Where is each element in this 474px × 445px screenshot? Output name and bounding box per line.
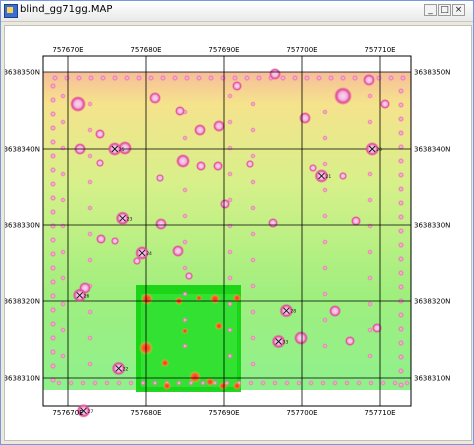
map-app-icon	[4, 4, 18, 18]
x-axis-label-top: 757670E	[52, 46, 83, 54]
y-axis-label-left: 3638330N	[5, 222, 40, 230]
x-axis-label-bottom: 757710E	[364, 409, 395, 417]
target-marker[interactable]: 27	[76, 403, 94, 418]
y-axis-label-left: 3638310N	[5, 375, 40, 383]
y-axis-label-left: 3638350N	[5, 69, 40, 77]
target-label: 23	[127, 216, 133, 222]
map-frame	[42, 55, 412, 407]
x-axis-label-bottom: 757670E	[52, 409, 83, 417]
y-axis-label-right: 3638340N	[414, 146, 450, 154]
target-markers: 25 23 24 26 28 33 22 21 20 27	[72, 142, 382, 418]
target-marker[interactable]: 22	[111, 361, 129, 376]
target-marker[interactable]: 25	[107, 142, 125, 156]
target-marker[interactable]: 20	[365, 142, 382, 156]
y-axis-label-left: 3638340N	[5, 146, 40, 154]
minimize-button[interactable]: _	[424, 4, 437, 16]
title-bar[interactable]: blind_gg71gg.MAP _ □ ×	[1, 1, 473, 22]
x-axis-label-bottom: 757680E	[130, 409, 161, 417]
x-axis-label-top: 757700E	[286, 46, 317, 54]
close-button[interactable]: ×	[452, 4, 465, 16]
target-marker[interactable]: 33	[271, 334, 289, 349]
target-label: 33	[283, 340, 289, 346]
test-plot-inner	[141, 294, 237, 387]
axis-labels: 757670E 757670E 757680E 757680E 757690E 75769…	[4, 46, 451, 417]
x-axis-label-bottom: 757690E	[208, 409, 239, 417]
target-marker[interactable]: 28	[279, 303, 296, 318]
window-title: blind_gg71gg.MAP	[20, 4, 113, 15]
target-marker[interactable]: 26	[72, 288, 90, 303]
anomaly-layer	[49, 68, 410, 390]
target-label: 22	[123, 366, 129, 372]
y-axis-label-right: 3638350N	[414, 69, 450, 77]
x-axis-label-top: 757680E	[130, 46, 161, 54]
y-axis-label-right: 3638320N	[414, 298, 450, 306]
y-axis-label-right: 3638330N	[414, 222, 450, 230]
target-label: 20	[376, 147, 382, 153]
target-label: 24	[146, 251, 152, 257]
target-label: 25	[119, 147, 125, 153]
target-label: 21	[326, 174, 332, 180]
x-axis-label-top: 757710E	[364, 46, 395, 54]
map-grid	[42, 55, 412, 407]
survey-map[interactable]: 25 23 24 26 28 33 22 21 20 27 757670E 757670E 75768…	[4, 26, 471, 440]
y-axis-label-right: 3638310N	[414, 375, 450, 383]
target-label: 27	[88, 409, 94, 415]
target-label: 26	[84, 293, 90, 299]
maximize-button[interactable]: □	[438, 4, 451, 16]
target-marker[interactable]: 24	[135, 245, 152, 260]
target-marker[interactable]: 23	[115, 211, 133, 226]
map-canvas[interactable]: 25 23 24 26 28 33 22 21 20 27 757670E 757670E 75768…	[4, 25, 472, 441]
target-marker[interactable]: 21	[314, 168, 332, 183]
x-axis-label-bottom: 757700E	[286, 409, 317, 417]
x-axis-label-top: 757690E	[208, 46, 239, 54]
y-axis-label-left: 3638320N	[5, 298, 40, 306]
target-label: 28	[290, 309, 296, 315]
